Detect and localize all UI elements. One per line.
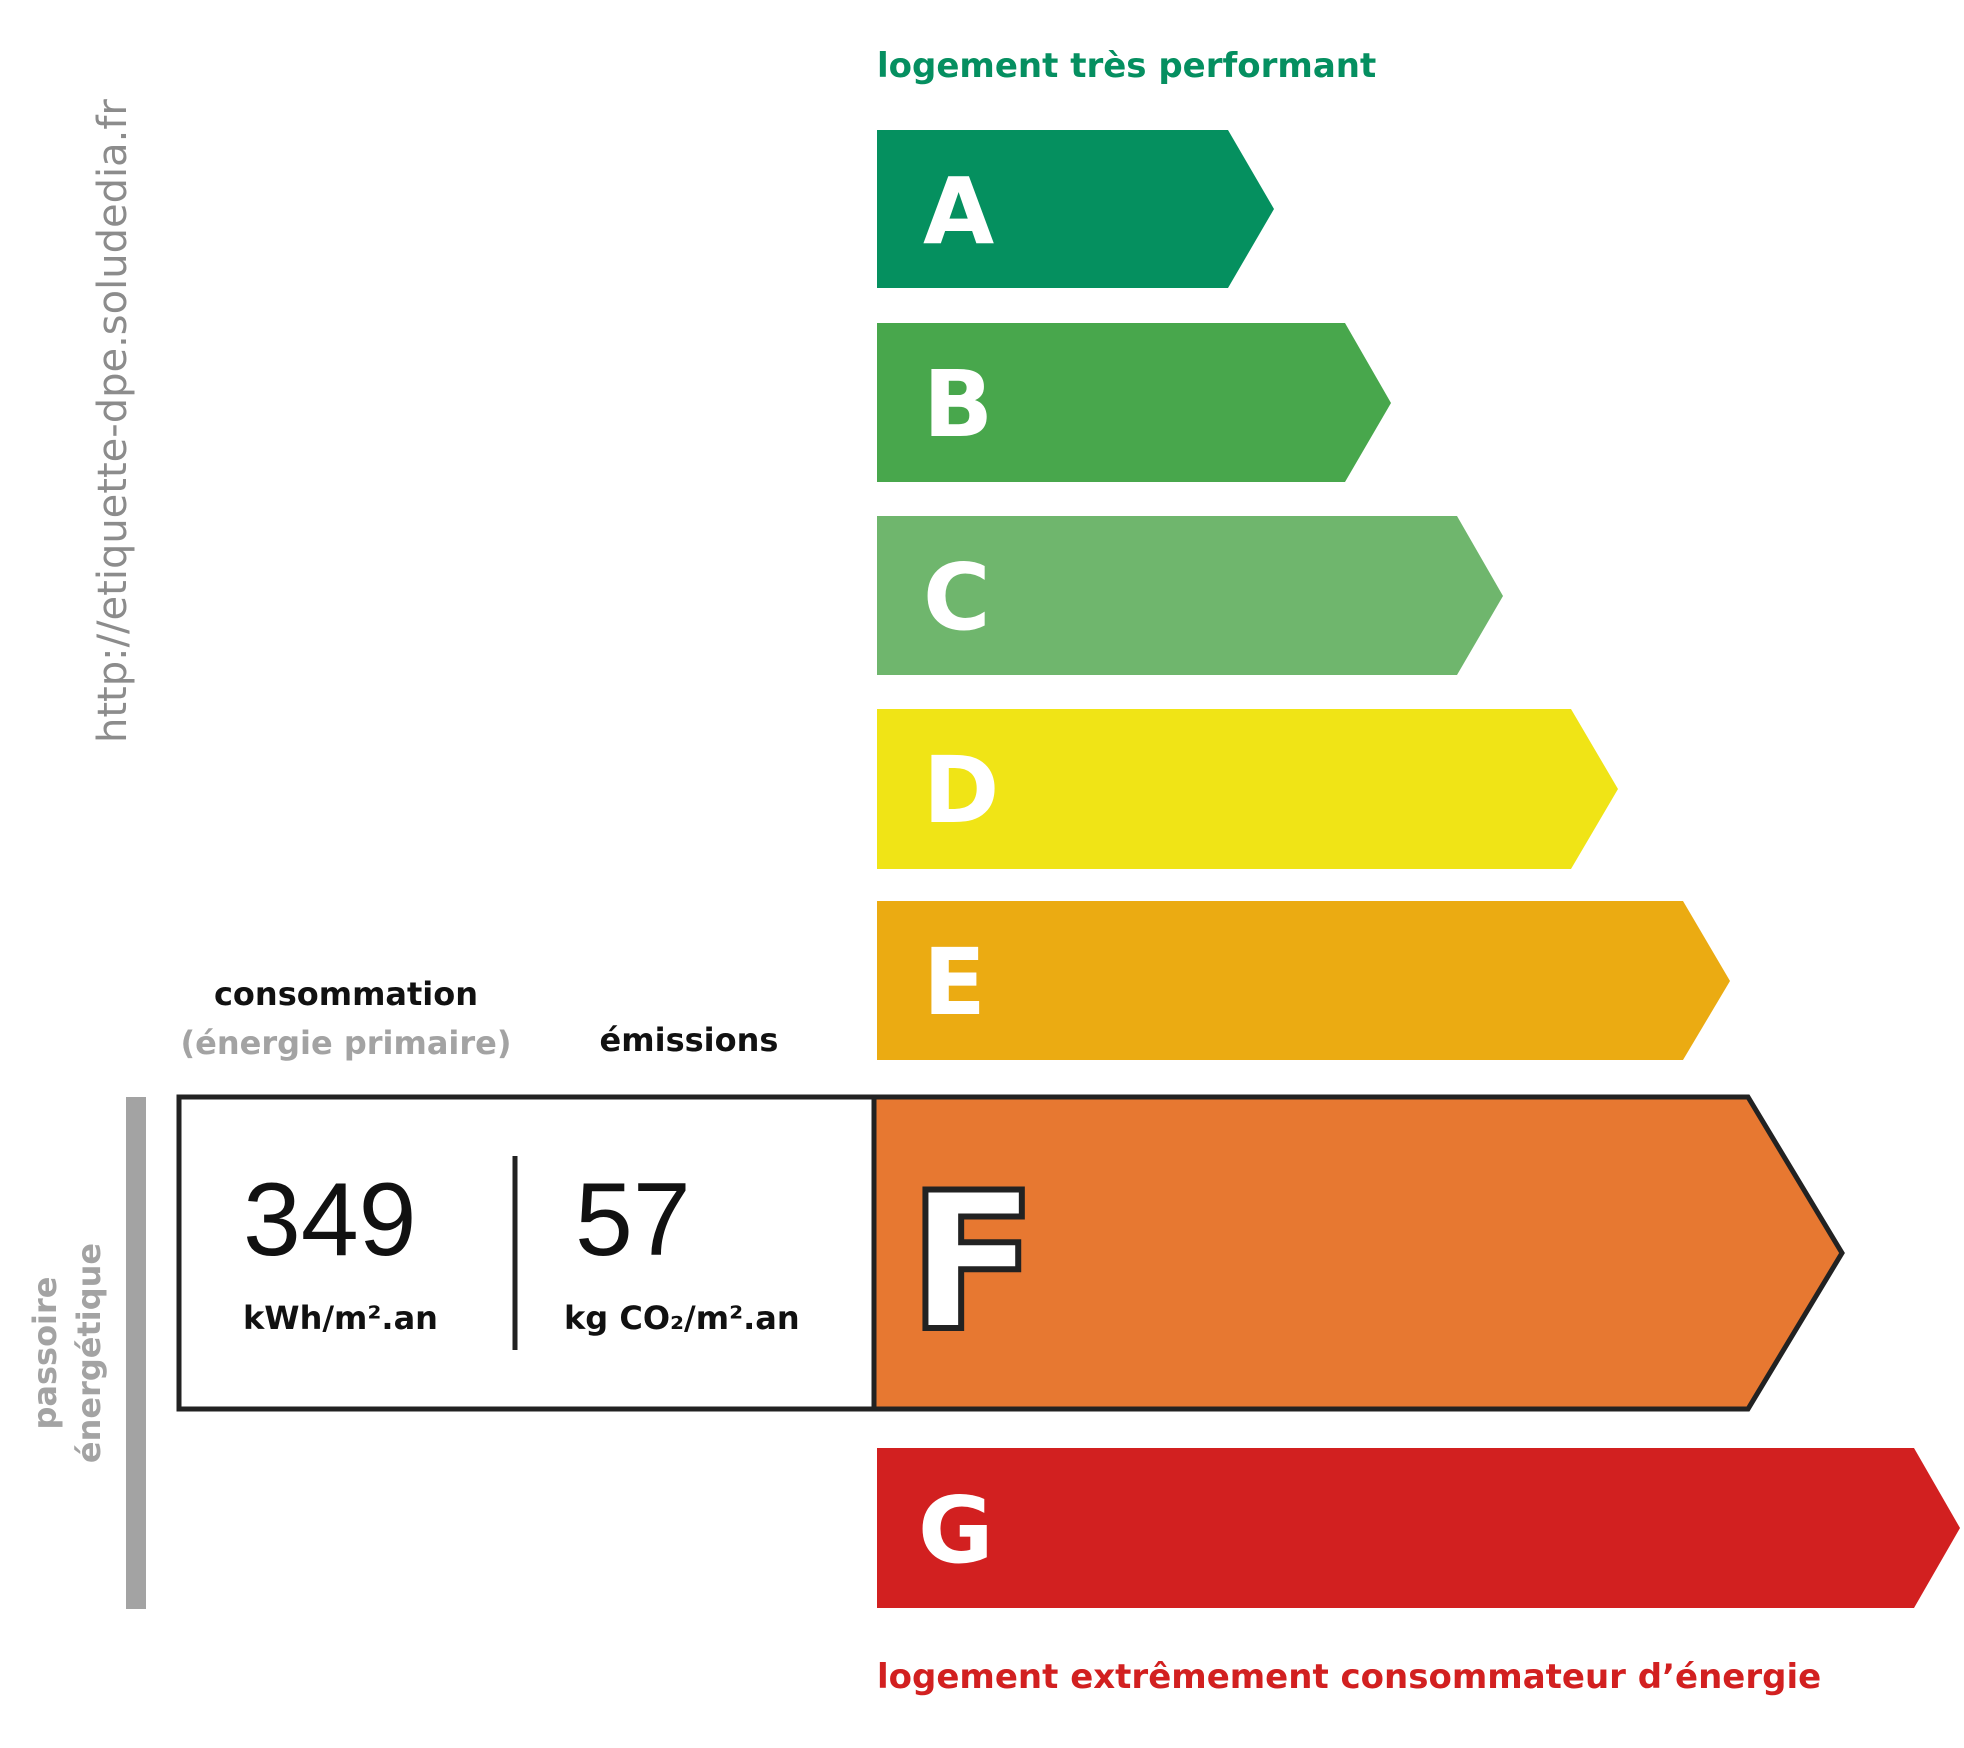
- bar-e-letter: E: [923, 929, 986, 1036]
- url-watermark: http://etiquette-dpe.soludedia.fr: [90, 99, 136, 743]
- passoire-bracket: [126, 1097, 146, 1609]
- bar-c-letter: C: [923, 544, 991, 651]
- bottom-label: logement extrêmement consommateur d’éner…: [877, 1657, 1821, 1697]
- class-bar-e: E: [877, 901, 1730, 1060]
- consumption-subheader: (énergie primaire): [181, 1024, 512, 1062]
- class-bar-c: C: [877, 516, 1503, 675]
- class-bar-b: B: [877, 323, 1391, 482]
- top-label: logement très performant: [877, 46, 1376, 86]
- class-bar-a: A: [877, 130, 1274, 288]
- bar-e-shape: [877, 901, 1730, 1060]
- bar-a-shape: [877, 130, 1274, 288]
- bar-g-shape: [877, 1448, 1960, 1608]
- bar-b-shape: [877, 323, 1391, 482]
- current-class-f: F 349 kWh/m².an 57 kg CO₂/m².an: [176, 1094, 1845, 1412]
- consumption-value: 349: [243, 1162, 417, 1278]
- bar-a-letter: A: [923, 158, 994, 265]
- bar-g-letter: G: [918, 1477, 994, 1584]
- emissions-value: 57: [575, 1162, 691, 1278]
- consumption-unit: kWh/m².an: [243, 1299, 438, 1337]
- consumption-header: consommation: [214, 975, 478, 1013]
- side-label-line1: passoire: [26, 1276, 64, 1429]
- bar-d-shape: [877, 709, 1618, 869]
- bar-f-letter: F: [908, 1152, 1038, 1373]
- emissions-header: émissions: [600, 1021, 779, 1059]
- bar-c-shape: [877, 516, 1503, 675]
- bar-d-letter: D: [923, 737, 999, 844]
- side-label-line2: énergétique: [70, 1243, 108, 1463]
- class-bar-g: G: [877, 1448, 1960, 1608]
- values-box: [176, 1094, 877, 1412]
- class-bar-d: D: [877, 709, 1618, 869]
- bar-b-letter: B: [923, 351, 993, 458]
- emissions-unit: kg CO₂/m².an: [564, 1299, 800, 1337]
